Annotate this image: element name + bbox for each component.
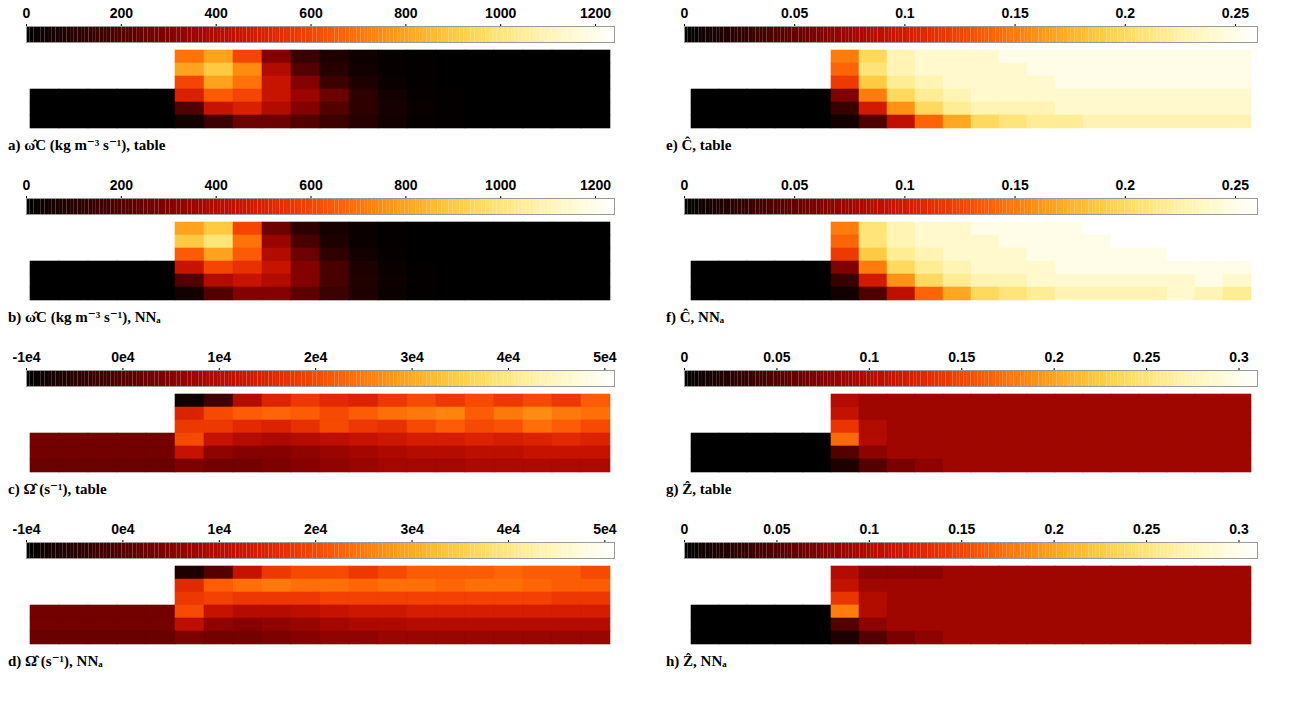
svg-text:0: 0 <box>23 5 31 21</box>
svg-text:1e4: 1e4 <box>208 521 232 537</box>
svg-text:0.3: 0.3 <box>1229 521 1249 537</box>
svg-text:2e4: 2e4 <box>304 521 328 537</box>
svg-text:0.05: 0.05 <box>763 349 790 365</box>
svg-text:0.2: 0.2 <box>1044 521 1064 537</box>
svg-text:0.05: 0.05 <box>781 5 808 21</box>
svg-text:1200: 1200 <box>580 5 611 21</box>
svg-text:0: 0 <box>23 177 31 193</box>
svg-text:600: 600 <box>299 177 323 193</box>
html-text:b) ω̂C (kg m⁻³ s⁻¹), NNₐ: b) ω̂C (kg m⁻³ s⁻¹), NNₐ <box>8 309 161 325</box>
svg-text:0.1: 0.1 <box>895 5 915 21</box>
svg-text:0.1: 0.1 <box>860 521 880 537</box>
svg-text:0.1: 0.1 <box>895 177 915 193</box>
svg-text:0.15: 0.15 <box>948 349 975 365</box>
svg-text:0.3: 0.3 <box>1229 349 1249 365</box>
svg-text:400: 400 <box>204 177 228 193</box>
svg-text:0.15: 0.15 <box>948 521 975 537</box>
svg-text:200: 200 <box>110 177 134 193</box>
svg-text:0: 0 <box>681 5 689 21</box>
svg-text:0: 0 <box>681 349 689 365</box>
html-text:g) Ẑ, table: g) Ẑ, table <box>666 481 732 497</box>
svg-text:0.25: 0.25 <box>1133 521 1160 537</box>
svg-text:200: 200 <box>110 5 134 21</box>
svg-text:0.25: 0.25 <box>1222 177 1249 193</box>
svg-text:0.2: 0.2 <box>1116 5 1136 21</box>
html-text:h) Ẑ, NNₐ: h) Ẑ, NNₐ <box>666 653 727 669</box>
svg-text:0.25: 0.25 <box>1222 5 1249 21</box>
html-text:d) Ω̂ (s⁻¹), NNₐ: d) Ω̂ (s⁻¹), NNₐ <box>8 653 103 669</box>
svg-text:400: 400 <box>204 5 228 21</box>
svg-text:0.2: 0.2 <box>1116 177 1136 193</box>
svg-text:4e4: 4e4 <box>497 521 521 537</box>
svg-text:600: 600 <box>299 5 323 21</box>
svg-text:0e4: 0e4 <box>111 521 135 537</box>
svg-text:3e4: 3e4 <box>400 521 424 537</box>
html-text:a) ω̂C (kg m⁻³ s⁻¹), table: a) ω̂C (kg m⁻³ s⁻¹), table <box>8 137 166 153</box>
svg-text:1000: 1000 <box>485 177 516 193</box>
svg-text:-1e4: -1e4 <box>12 521 40 537</box>
html-text:f) Ĉ, NNₐ: f) Ĉ, NNₐ <box>666 309 725 325</box>
html-text:e) Ĉ, table: e) Ĉ, table <box>666 137 732 153</box>
svg-text:0.2: 0.2 <box>1044 349 1064 365</box>
svg-text:0.05: 0.05 <box>781 177 808 193</box>
svg-text:0e4: 0e4 <box>111 349 135 365</box>
svg-text:2e4: 2e4 <box>304 349 328 365</box>
svg-text:0: 0 <box>681 521 689 537</box>
svg-text:4e4: 4e4 <box>497 349 521 365</box>
svg-text:1e4: 1e4 <box>208 349 232 365</box>
svg-text:0.25: 0.25 <box>1133 349 1160 365</box>
svg-text:5e4: 5e4 <box>593 349 617 365</box>
svg-text:3e4: 3e4 <box>400 349 424 365</box>
svg-text:0.1: 0.1 <box>860 349 880 365</box>
svg-text:800: 800 <box>394 177 418 193</box>
svg-text:0.15: 0.15 <box>1001 177 1028 193</box>
svg-text:1200: 1200 <box>580 177 611 193</box>
svg-text:800: 800 <box>394 5 418 21</box>
svg-text:1000: 1000 <box>485 5 516 21</box>
html-text:c) Ω̂ (s⁻¹), table: c) Ω̂ (s⁻¹), table <box>8 481 107 497</box>
svg-text:0.05: 0.05 <box>763 521 790 537</box>
svg-text:0.15: 0.15 <box>1001 5 1028 21</box>
svg-text:-1e4: -1e4 <box>12 349 40 365</box>
svg-text:0: 0 <box>681 177 689 193</box>
svg-text:5e4: 5e4 <box>593 521 617 537</box>
